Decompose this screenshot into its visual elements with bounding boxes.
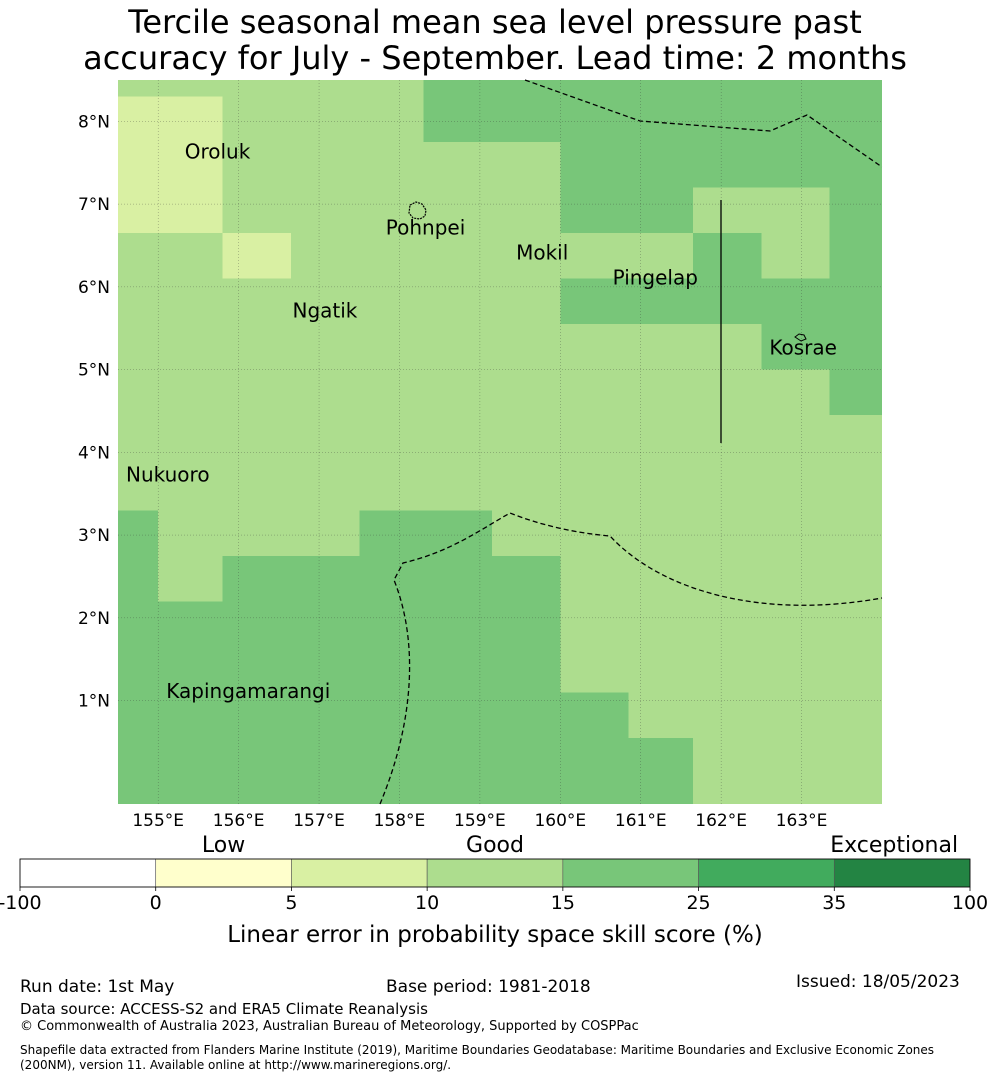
skill-cell [118, 510, 159, 804]
place-label: Nukuoro [126, 462, 210, 486]
skill-cell [359, 510, 492, 556]
place-label: Pohnpei [386, 216, 466, 240]
place-labels-layer: Oroluk Pohnpei Mokil Pingelap Ngatik Kosrae Nu… [126, 140, 837, 703]
skill-cell [118, 96, 223, 234]
skill-cells-layer [118, 80, 882, 804]
colorbar-tick-label: -100 [0, 892, 42, 914]
lat-tick-label: 8°N [78, 112, 110, 132]
colorbar-tick-label: 0 [150, 892, 162, 914]
island-outlines-layer [408, 201, 807, 342]
colorbar-segment [426, 858, 564, 888]
pohnpei-outline [408, 201, 427, 220]
place-label: Pingelap [613, 265, 698, 289]
title-line-2: accuracy for July - September. Lead time… [83, 39, 907, 77]
skill-cell [829, 187, 882, 279]
lon-tick-label: 161°E [615, 811, 667, 831]
skill-cell [761, 324, 882, 370]
colorbar-segment [155, 858, 292, 888]
colorbar-tick-label: 35 [822, 892, 846, 914]
place-label: Ngatik [293, 298, 358, 322]
skill-cell [560, 692, 629, 804]
lon-tick-label: 160°E [534, 811, 586, 831]
map-title: Tercile seasonal mean sea level pressure… [0, 4, 990, 76]
issued-date: Issued: 18/05/2023 [796, 972, 960, 992]
lat-tick-label: 5°N [78, 361, 110, 381]
lat-tick-label: 4°N [78, 443, 110, 463]
skill-cell [359, 555, 561, 804]
lon-tick-label: 159°E [454, 811, 506, 831]
colorbar-tick-label: 5 [285, 892, 297, 914]
title-line-1: Tercile seasonal mean sea level pressure… [128, 3, 862, 41]
colorbar-title: Linear error in probability space skill … [227, 922, 763, 948]
data-source: Data source: ACCESS-S2 and ERA5 Climate … [20, 1000, 428, 1018]
lat-tick-label: 3°N [78, 526, 110, 546]
lon-tick-label: 155°E [132, 811, 184, 831]
base-period: Base period: 1981-2018 [386, 977, 591, 997]
run-date: Run date: 1st May [20, 977, 175, 997]
colorbar-tick-label: 15 [551, 892, 575, 914]
place-label: Mokil [516, 241, 568, 265]
lon-tick-label: 163°E [776, 811, 828, 831]
lat-tick-label: 7°N [78, 195, 110, 215]
skill-cell [829, 369, 882, 416]
colorbar-frame [19, 858, 971, 888]
kosrae-outline [794, 333, 807, 342]
colorbar-category-label: Low [202, 833, 245, 858]
skill-cell [693, 233, 762, 279]
copyright: © Commonwealth of Australia 2023, Austra… [20, 1019, 639, 1034]
skill-cell [423, 80, 561, 143]
maritime-boundaries-layer [379, 79, 883, 805]
colorbar-segment [698, 858, 835, 888]
shapefile-credit: Shapefile data extracted from Flanders M… [20, 1043, 935, 1072]
colorbar-tick-label: 25 [686, 892, 710, 914]
place-label: Kosrae [769, 336, 837, 360]
skill-cell [560, 187, 694, 234]
lat-tick-label: 2°N [78, 609, 110, 629]
lat-tick-label: 1°N [78, 692, 110, 712]
colorbar-category-label: Exceptional [830, 833, 958, 858]
place-label: Kapingamarangi [166, 679, 330, 703]
lon-tick-label: 158°E [374, 811, 426, 831]
colorbar-segment [19, 858, 157, 888]
colorbar-legend: -100 0 5 10 15 25 35 100 Low Good Exceptional Linea… [0, 833, 988, 948]
colorbar-segment [562, 858, 699, 888]
colorbar-tick-label: 10 [415, 892, 439, 914]
skill-cell [222, 555, 360, 602]
eez-boundary-north [524, 79, 883, 168]
lon-tick-label: 156°E [213, 811, 265, 831]
lon-tick-label: 162°E [695, 811, 747, 831]
colorbar-segment [291, 858, 428, 888]
colorbar-category-label: Good [466, 833, 524, 858]
colorbar-tick-label: 100 [952, 892, 988, 914]
skill-cell [158, 601, 360, 804]
lon-tick-label: 157°E [293, 811, 345, 831]
skill-cell [560, 80, 882, 188]
colorbar-segment [833, 858, 971, 888]
lat-tick-label: 6°N [78, 278, 110, 298]
axis-ticks-layer: 155°E 156°E 157°E 158°E 159°E 160°E 161°E 162°E… [78, 112, 827, 831]
skill-cell [222, 233, 291, 279]
place-label: Oroluk [185, 140, 251, 164]
skill-cell [628, 737, 694, 804]
